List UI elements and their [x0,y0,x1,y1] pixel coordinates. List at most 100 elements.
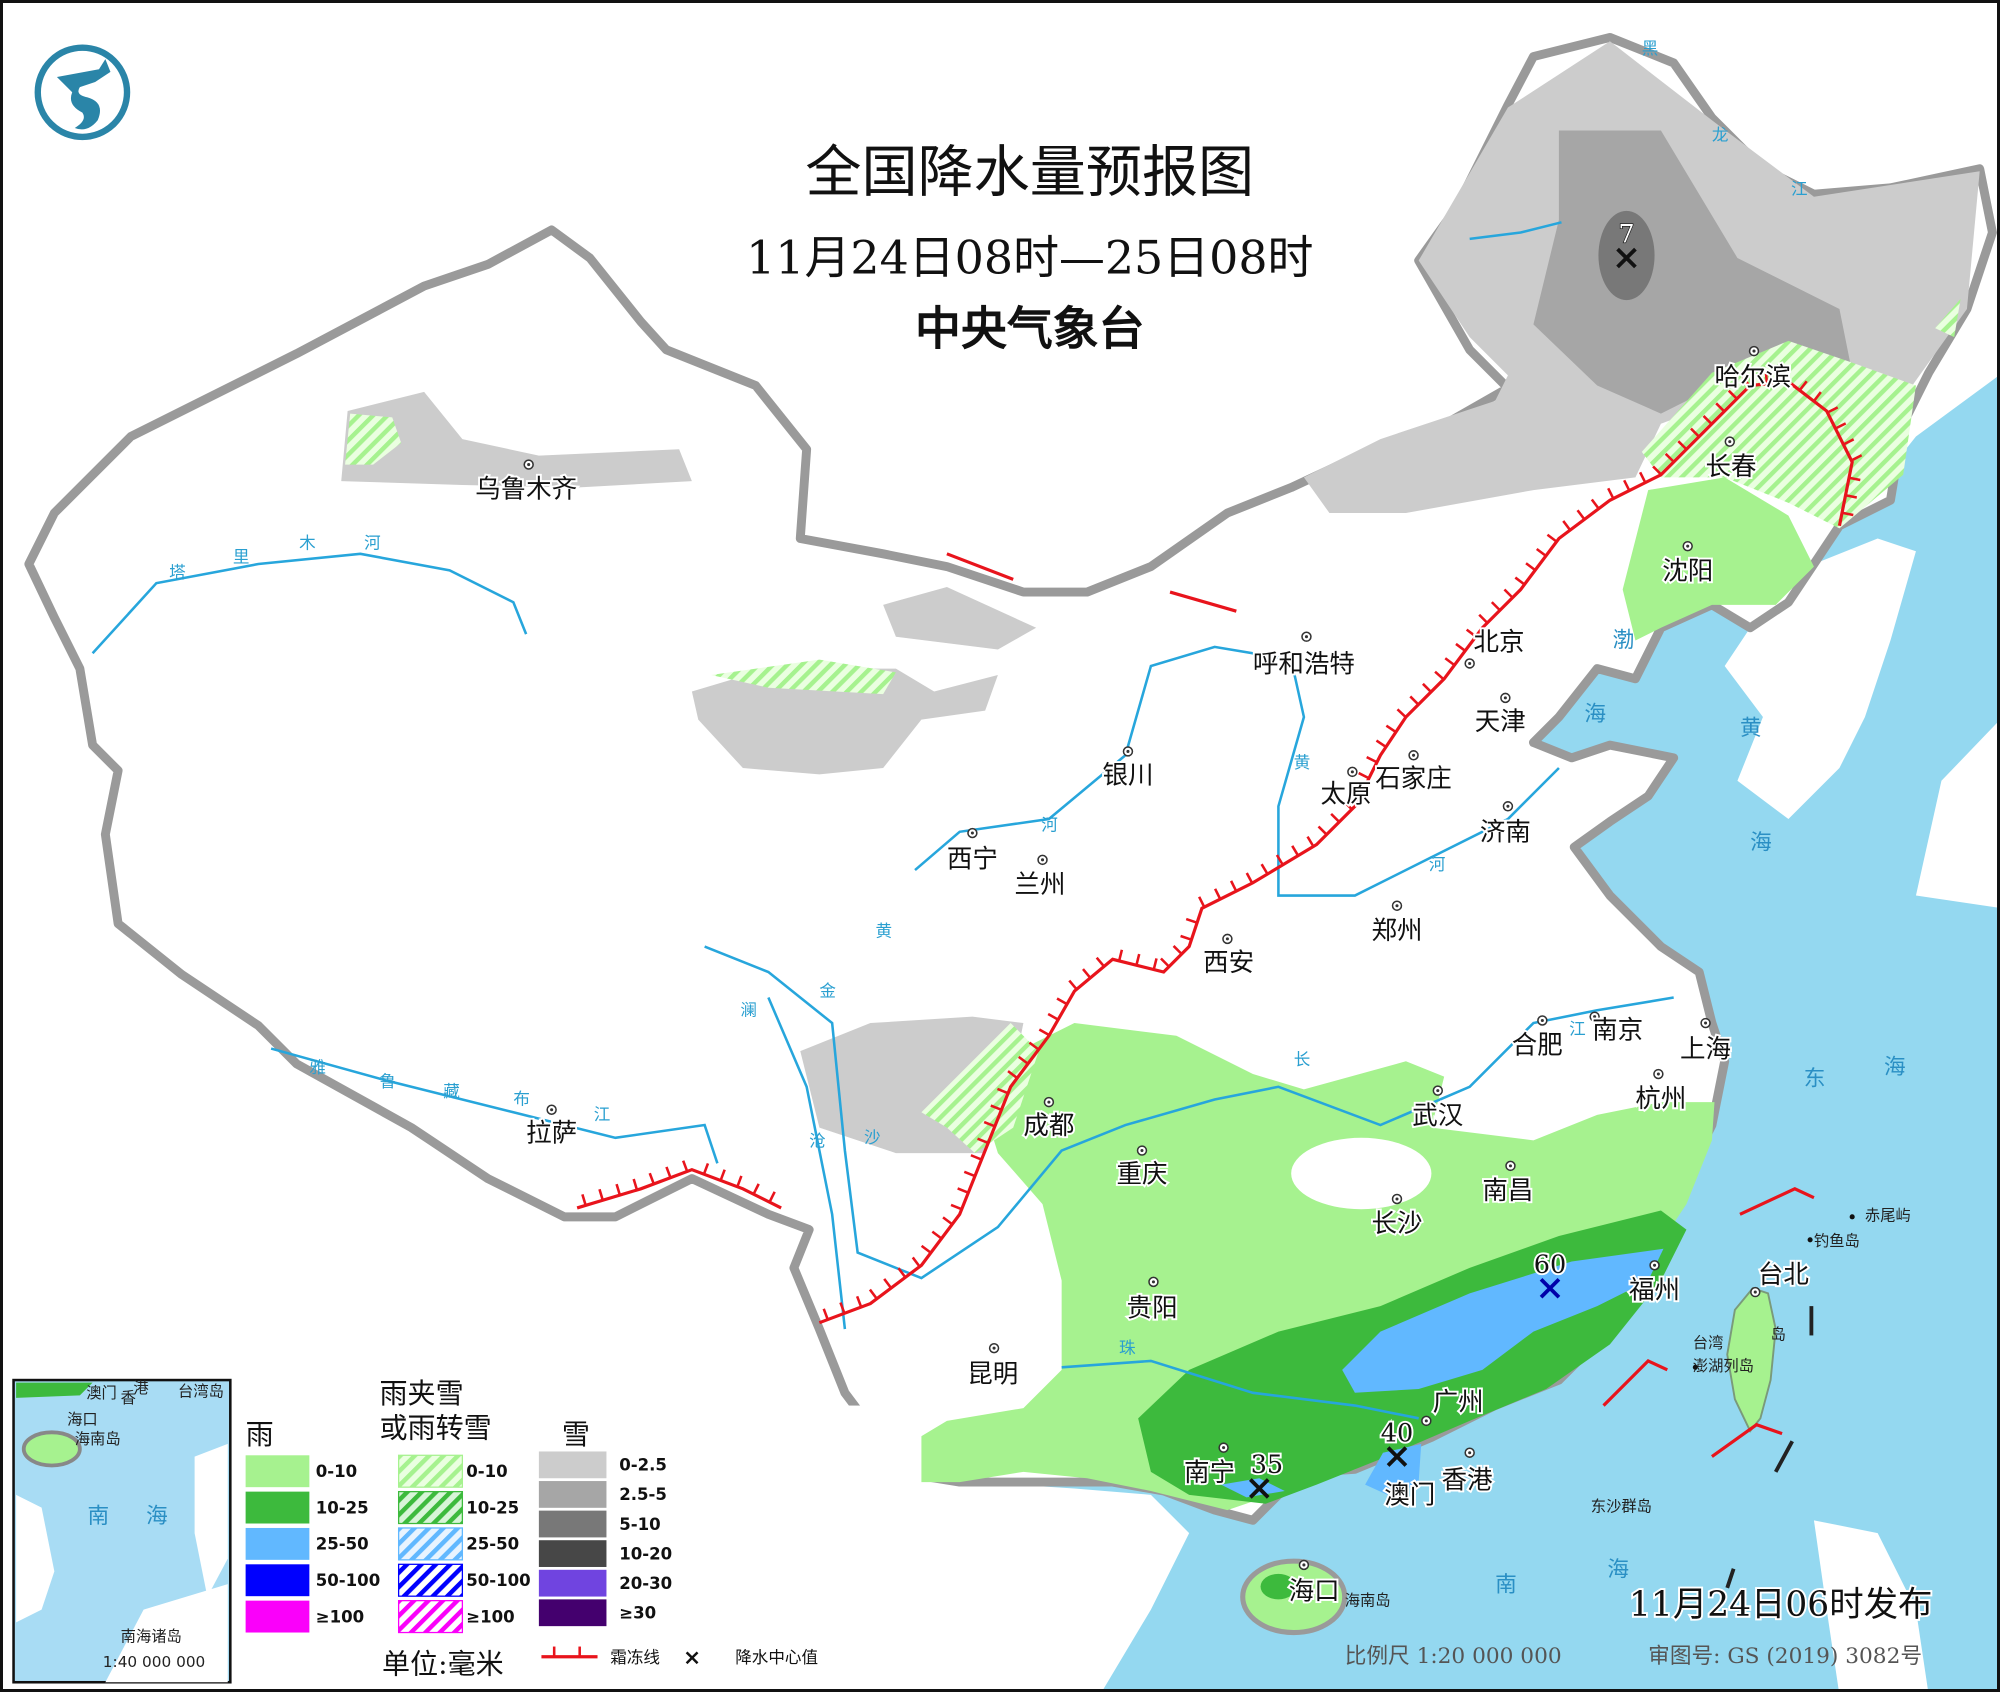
legend-mixed-swatch [397,1563,464,1597]
city-label: 西宁 [947,844,998,874]
heilong-river [1469,221,1562,241]
island-label: 钓鱼岛 [1814,1232,1860,1250]
legend-rain-label: 25-50 [316,1535,369,1554]
legend: 雨 雨夹雪 或雨转雪 雪 0-10 10-25 25-50 50-100 ≥100 0-1… [232,1377,922,1689]
inset-sea-label: 南 [88,1504,110,1529]
sea-label: 海 [1750,831,1772,856]
city-label: 杭州 [1635,1084,1686,1114]
precip-center-icon [1249,1478,1270,1499]
inset-scale: 1:40 000 000 [103,1653,205,1671]
river-label: 金 [819,981,836,1000]
precip-center-value: 60 [1534,1250,1566,1280]
city-label: 南宁 [1184,1458,1235,1488]
city-label: 银川 [1102,760,1153,790]
precip-center-value: 7 [1618,220,1634,250]
city-labels: 乌鲁木齐拉萨西宁兰州银川呼和浩特北京天津石家庄太原济南郑州西安成都重庆贵阳昆明南… [473,345,1811,1608]
legend-snow-swatch [538,1569,607,1597]
island-label: 岛 [1771,1325,1786,1343]
frost-line-border-1 [946,552,1014,581]
legend-mixed-title-1: 雨夹雪 [379,1377,463,1410]
city-label: 台北 [1758,1260,1809,1290]
city-label: 石家庄 [1375,764,1452,794]
city-label: 广州 [1433,1388,1484,1418]
legend-rain-title: 雨 [246,1418,274,1451]
precip-center-symbol: × [683,1645,701,1670]
city-label: 长春 [1706,452,1757,482]
inset-sea-label-2: 海 [146,1504,168,1529]
river-label: 黄 [875,921,892,940]
river-label: 雅 [309,1058,326,1077]
legend-mixed-label: ≥100 [466,1607,514,1626]
legend-rain-swatch [245,1491,310,1524]
frost-ticks [581,370,1863,1320]
issue-time: 11月24日06时发布 [1629,1585,1932,1625]
legend-rain-label: 0-10 [316,1462,357,1481]
inset-islands-label: 南海诸岛 [121,1627,182,1645]
river-label: 江 [1791,179,1808,198]
city-label: 太原 [1320,779,1371,809]
river-label: 河 [1041,816,1058,835]
snow-2.5-5-northeast [1533,130,1853,414]
city-label: 重庆 [1116,1159,1167,1189]
island-label: 东沙群岛 [1591,1497,1652,1515]
river-label: 布 [513,1090,530,1109]
precip-center-value: 40 [1381,1418,1413,1448]
city-label: 海口 [1289,1576,1340,1606]
sea-label: 南 [1495,1573,1517,1598]
frost-line-tibet [576,1167,782,1210]
legend-snow-swatch [538,1510,607,1538]
snow-0-2.5-xinjiang [341,391,692,488]
frost-line-main [818,380,1854,1325]
river-label: 龙 [1712,126,1729,145]
city-label: 呼和浩特 [1253,649,1355,679]
precip-center-icon [1386,1446,1408,1467]
river-label: 江 [594,1105,611,1124]
city-label: 澳门 [1384,1481,1435,1511]
river-label: 黑 [1642,39,1659,58]
legend-snow-swatch [538,1481,607,1508]
map-subtitle: 11月24日08时—25日08时 [746,230,1313,284]
map-approval-number: 审图号: GS (2019) 3082号 [1648,1644,1922,1669]
sea-label: 东 [1804,1067,1826,1092]
river-label: 木 [299,534,316,553]
map-canvas: 乌鲁木齐拉萨西宁兰州银川呼和浩特北京天津石家庄太原济南郑州西安成都重庆贵阳昆明南… [12,32,1997,1689]
river-label: 沙 [864,1128,881,1147]
legend-mixed-swatch [397,1600,464,1634]
japan-land [1915,722,1997,908]
legend-mixed-label: 50-100 [466,1571,530,1590]
city-label: 济南 [1480,818,1531,848]
sea-label: 海 [1884,1055,1906,1080]
island-marker-icon [1692,1364,1698,1370]
precip-center-icon [1539,1277,1561,1299]
island-label: 台湾 [1693,1334,1724,1352]
legend-mixed-label: 25-50 [466,1535,519,1554]
pearl-river [1061,1359,1419,1420]
city-label: 福州 [1629,1275,1680,1305]
legend-snow-label: 2.5-5 [619,1485,667,1504]
river-label: 河 [1429,855,1446,874]
city-label: 天津 [1475,707,1526,737]
city-label: 武汉 [1412,1101,1463,1131]
river-label: 澜 [740,1000,757,1019]
legend-rain-label: ≥100 [316,1607,364,1626]
legend-unit: 单位:毫米 [382,1647,504,1680]
tarim-river [91,552,528,655]
legend-snow-swatch [538,1599,607,1627]
legend-snow-label: 10-20 [619,1544,672,1563]
inset-haikou-label: 海口 [67,1411,98,1429]
legend-rain-label: 50-100 [316,1571,381,1590]
city-label: 西安 [1203,948,1254,978]
lancang-river [767,997,847,1330]
river-label: 里 [233,548,250,567]
legend-snow-swatch [538,1451,607,1479]
legend-mixed-swatch [397,1454,464,1488]
frost-line-sea-3 [1711,1422,1783,1458]
inset-hk-label-2: 港 [133,1379,148,1397]
island-marker-icon [1807,1237,1813,1243]
city-label: 香港 [1442,1465,1493,1495]
city-label: 南京 [1592,1015,1643,1045]
rain-25-50-fujian [1342,1248,1664,1393]
legend-snow-label: 20-30 [619,1574,672,1593]
city-label: 昆明 [967,1360,1018,1390]
